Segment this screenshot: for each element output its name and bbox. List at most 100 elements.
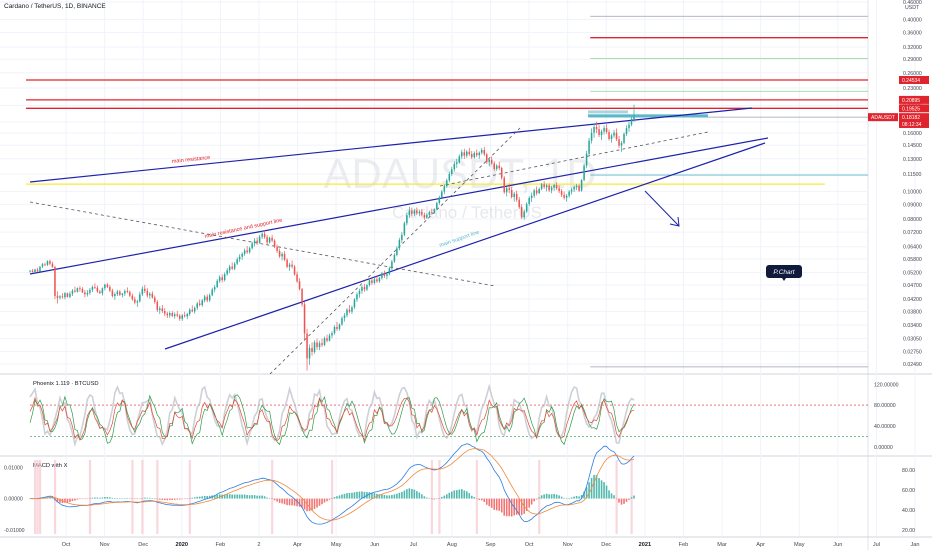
macd-hist-bar — [89, 498, 91, 499]
price-label: 0.24534 — [902, 78, 920, 84]
candle-body — [466, 151, 468, 156]
macd-hist-bar — [563, 497, 565, 499]
candle-body — [301, 289, 303, 305]
macd-hist-bar — [613, 495, 615, 499]
macd-hist-bar — [620, 498, 623, 505]
candle-body — [278, 251, 281, 257]
macd-hist-bar — [465, 491, 468, 499]
candle-body — [79, 288, 81, 290]
candle-body — [388, 268, 391, 275]
candle-body — [418, 211, 421, 214]
macd-hist-bar — [416, 491, 418, 499]
candle-body — [51, 263, 54, 268]
macd-hist-bar — [408, 488, 411, 499]
price-label-box — [899, 119, 929, 128]
candle-body — [168, 313, 171, 316]
phoenix-band — [29, 383, 635, 448]
macd-hist-bar — [378, 494, 381, 499]
candle-body — [121, 293, 124, 295]
macd-cross-band — [430, 460, 434, 534]
candle-body — [296, 274, 298, 282]
candle-body — [238, 256, 241, 260]
candle-body — [303, 304, 306, 334]
macd-hist-bar — [198, 496, 201, 499]
candle-body — [500, 168, 503, 178]
price-label-box — [899, 75, 929, 84]
time-tick: Nov — [100, 542, 110, 548]
macd-hist-bar — [258, 495, 261, 499]
trendlines — [29, 107, 769, 375]
macd-hist-bar — [144, 497, 146, 499]
phoenix-pane: Phoenix 1.119 · BTCUSD 120.00000 80.00000 4… — [29, 381, 899, 451]
macd-hist-bar — [201, 496, 204, 499]
macd-hist-bar — [505, 498, 508, 517]
macd-hist-bar — [393, 494, 396, 499]
macd-hist-bar — [333, 497, 336, 499]
macd-hist-bar — [495, 498, 498, 511]
candle-body — [104, 284, 106, 289]
price-label: 0.20895 — [902, 98, 920, 104]
macd-cross-band — [331, 460, 334, 534]
macd-hist-bar — [473, 497, 476, 499]
candle-body — [510, 189, 513, 198]
candle-body — [338, 324, 341, 329]
pchart-logo: P.Chart — [766, 265, 802, 281]
macd-cross-band — [141, 460, 144, 534]
macd-hist-bar — [203, 495, 206, 499]
candle-body — [336, 327, 338, 329]
macd-hist-bar — [293, 498, 296, 506]
grid — [0, 0, 916, 536]
macd-hist-bar — [216, 494, 218, 499]
candle-body — [71, 290, 74, 294]
macd-cross-band — [188, 460, 191, 534]
macd-hist-bar — [74, 498, 76, 501]
time-tick: Jun — [370, 542, 379, 548]
candles — [29, 104, 635, 371]
macd-hist-bar — [565, 498, 568, 499]
price-tick: 0.02750 — [903, 349, 922, 355]
price-tick: 0.26000 — [903, 71, 922, 77]
candle-body — [221, 277, 223, 281]
price-tick: 0.14500 — [903, 143, 922, 149]
candle-body — [161, 308, 164, 312]
macd-hist-bar — [51, 497, 54, 499]
macd-hist-bar — [483, 498, 486, 502]
macd-hist-bar — [568, 498, 570, 499]
phoenix-tick: 40.00000 — [874, 424, 896, 430]
candle-body — [89, 289, 91, 293]
macd-hist-bar — [76, 498, 79, 500]
macd-hist-bar — [401, 491, 403, 499]
candle-body — [164, 311, 166, 314]
macd-hist-bar — [475, 498, 478, 500]
price-label: 0.18182 — [902, 115, 920, 121]
price-label-box — [899, 113, 929, 122]
macd-hist-bar — [84, 498, 86, 500]
candle-body — [495, 165, 498, 169]
candle-body — [453, 163, 456, 170]
macd-hist-bar — [560, 496, 563, 499]
macd-hist-bar — [543, 494, 545, 499]
macd-left-tick: -0.01000 — [4, 528, 25, 534]
macd-hist-bar — [186, 498, 189, 500]
candle-body — [81, 289, 84, 293]
candle-body — [623, 133, 625, 143]
price-tick: 0.29000 — [903, 57, 922, 63]
macd-cross-band — [538, 460, 541, 534]
candle-body — [171, 313, 174, 317]
macd-hist-bar — [56, 498, 59, 502]
candle-body — [411, 210, 413, 214]
time-tick: Oct — [525, 542, 534, 548]
candle-body — [109, 286, 111, 291]
macd-hist-bar — [610, 493, 613, 499]
candle-body — [451, 169, 453, 174]
macd-hist-bar — [256, 495, 258, 499]
macd-hist-bar — [573, 496, 575, 499]
candle-body — [91, 287, 94, 290]
macd-hist-bar — [503, 498, 506, 516]
candle-body — [483, 150, 486, 155]
candle-body — [508, 188, 510, 190]
teal-zone — [588, 114, 708, 118]
candle-body — [605, 128, 608, 133]
candle-body — [74, 290, 76, 292]
